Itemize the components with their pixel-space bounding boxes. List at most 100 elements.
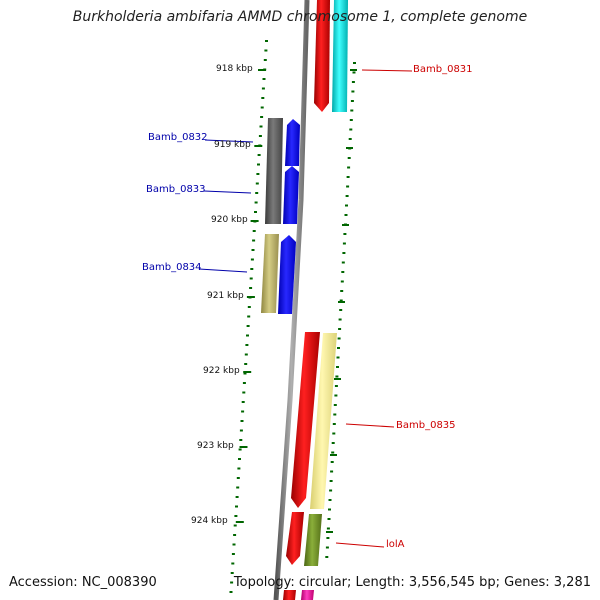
gene-label-bamb-0831[interactable]: Bamb_0831 xyxy=(413,64,473,75)
tick-dot xyxy=(347,157,351,159)
tick-dot xyxy=(329,489,333,492)
ruler-tick-mark xyxy=(235,521,244,523)
ruler-tick-mark xyxy=(250,220,259,222)
gene-red-low xyxy=(286,512,304,565)
tick-dot xyxy=(338,328,342,330)
tick-dot xyxy=(245,344,249,346)
gene-label-bamb-0834[interactable]: Bamb_0834 xyxy=(142,262,202,273)
tick-dot xyxy=(252,230,256,232)
tick-dot xyxy=(333,413,337,416)
tick-dot xyxy=(236,477,240,479)
tick-dot xyxy=(254,201,258,204)
tick-dot xyxy=(231,553,235,555)
leader-bamb-0832 xyxy=(204,139,254,143)
gene-pink-bottom xyxy=(301,590,314,600)
tick-dot xyxy=(231,562,235,565)
gene-label-lola[interactable]: lolA xyxy=(386,539,405,550)
ruler-ticks xyxy=(235,69,357,533)
ruler-tick-label: 919 kbp xyxy=(214,140,251,150)
tick-dot xyxy=(257,163,260,166)
ruler-tick-label: 924 kbp xyxy=(191,516,228,526)
tick-dot xyxy=(336,356,340,359)
ruler-tick-mark xyxy=(326,531,333,533)
tick-dot xyxy=(333,404,337,406)
gene-bamb-0831 xyxy=(332,0,348,112)
gene-bamb-0834 xyxy=(261,234,279,313)
tick-dot xyxy=(330,461,334,463)
ruler-tick-mark xyxy=(350,69,357,71)
tick-dot xyxy=(256,173,260,175)
gene-label-bamb-0832[interactable]: Bamb_0832 xyxy=(148,132,208,143)
tick-dot xyxy=(246,325,250,327)
tick-dot xyxy=(346,185,350,188)
ruler-tick-mark xyxy=(330,454,337,456)
tick-dot xyxy=(347,166,351,169)
tick-dot xyxy=(241,410,245,413)
ruler-tick-mark xyxy=(334,378,341,380)
gene-label-bamb-0833[interactable]: Bamb_0833 xyxy=(146,184,206,195)
ruler-tick-mark xyxy=(258,69,266,71)
tick-dot xyxy=(334,385,338,387)
gene-label-bamb-0835[interactable]: Bamb_0835 xyxy=(396,420,456,431)
tick-dot xyxy=(243,372,247,375)
tick-dot xyxy=(349,119,353,121)
tick-dot xyxy=(338,318,342,321)
tick-dot xyxy=(332,432,336,435)
tick-dot xyxy=(337,337,341,340)
tick-dot xyxy=(340,280,344,283)
tick-dot xyxy=(254,211,257,213)
tick-dot xyxy=(350,109,354,112)
tick-dot xyxy=(343,233,347,235)
tick-dot xyxy=(250,268,254,270)
leader-bamb-0834 xyxy=(198,268,248,273)
tick-dot xyxy=(251,249,255,251)
tick-dot xyxy=(230,572,234,574)
tick-dot xyxy=(351,81,355,83)
ruler-tick-label: 918 kbp xyxy=(216,64,253,74)
leader-bamb-0831 xyxy=(361,69,413,72)
ruler-tick-label: 921 kbp xyxy=(207,291,244,301)
ruler-tick-mark xyxy=(346,147,353,149)
tick-dot xyxy=(258,135,262,137)
tick-dot xyxy=(255,182,259,185)
tick-dot xyxy=(264,49,268,52)
tick-dot xyxy=(260,116,264,118)
tick-dot xyxy=(235,496,239,498)
tick-dot xyxy=(345,204,348,207)
tick-dot xyxy=(325,556,329,558)
ruler-tick-mark xyxy=(338,301,345,303)
tick-dot xyxy=(237,467,241,470)
tick-dot xyxy=(252,239,256,242)
gene-bamb-0835 xyxy=(310,333,337,509)
gene-red-mid xyxy=(291,332,320,508)
ruler-tick-mark xyxy=(254,145,263,147)
gene-blue-a xyxy=(285,119,300,166)
tick-dot xyxy=(229,591,233,593)
gene-bamb-0832 xyxy=(265,118,283,224)
tick-dot xyxy=(331,442,335,444)
tick-dot xyxy=(240,420,244,422)
tick-dot xyxy=(342,242,346,245)
leader-lola xyxy=(335,542,385,548)
tick-dot xyxy=(259,125,263,128)
tick-dot xyxy=(337,347,340,349)
tick-dot xyxy=(261,97,265,99)
accession-text: Accession: NC_008390 xyxy=(9,575,157,590)
tick-dot xyxy=(262,78,266,80)
tick-dot xyxy=(244,353,248,356)
tick-dot xyxy=(325,546,329,549)
tick-dot xyxy=(351,90,355,93)
tick-dot xyxy=(340,290,344,292)
tick-dot xyxy=(326,527,330,530)
tick-dot xyxy=(260,106,264,109)
tick-dot xyxy=(341,261,345,264)
tick-dot xyxy=(330,470,334,473)
tick-dot xyxy=(342,252,346,254)
gene-red-top xyxy=(314,0,330,112)
tick-dot xyxy=(238,448,242,451)
tick-dot xyxy=(255,192,259,194)
tick-dot xyxy=(257,154,261,156)
tick-dot xyxy=(339,309,343,311)
tick-dot xyxy=(334,394,338,397)
